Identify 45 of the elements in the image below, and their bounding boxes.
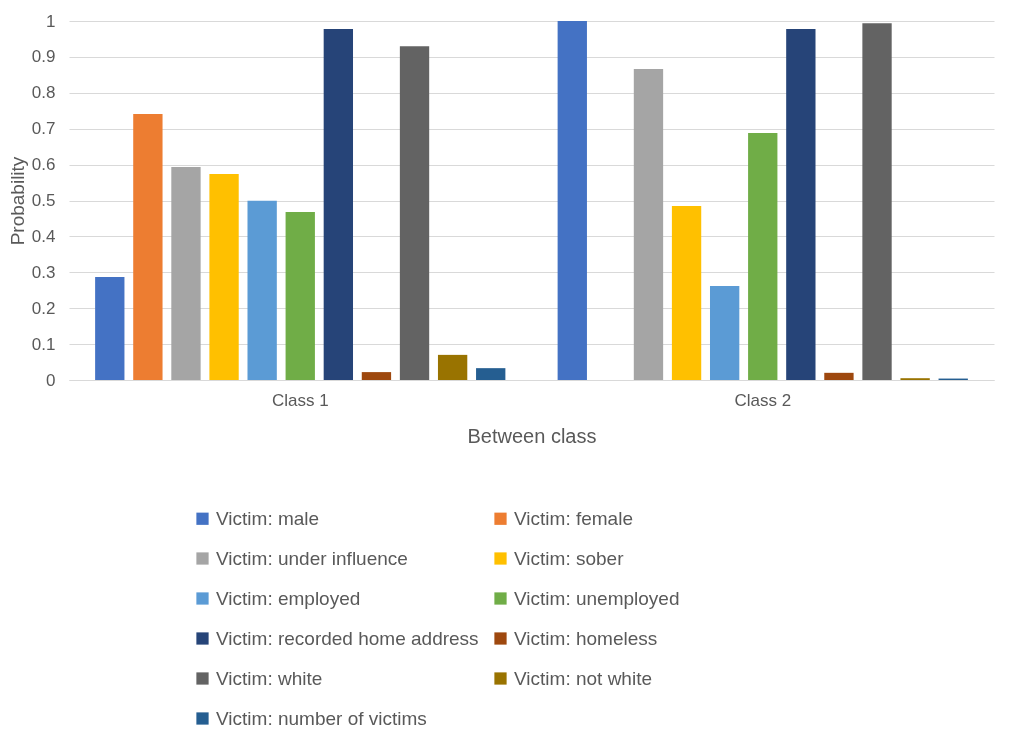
- legend-label: Victim: recorded home address: [216, 627, 479, 649]
- y-tick-label: 0.2: [31, 298, 56, 318]
- y-tick-label: 0.5: [31, 191, 56, 210]
- legend-label: Victim: female: [514, 507, 633, 529]
- y-tick-label: 0.9: [31, 47, 56, 67]
- bar: [476, 368, 506, 380]
- legend-label: Victim: under influence: [216, 547, 408, 569]
- y-axis-title: Probability: [6, 156, 28, 246]
- bar: [323, 28, 354, 380]
- bar: [171, 167, 201, 380]
- bar: [671, 205, 702, 380]
- bar: [247, 200, 277, 380]
- bar: [437, 354, 468, 380]
- bar: [633, 69, 664, 380]
- x-tick-label: Class 2: [734, 390, 792, 410]
- y-tick-label: 0.6: [31, 155, 56, 175]
- legend-label: Victim: male: [216, 507, 320, 529]
- bar: [824, 372, 854, 380]
- bar: [95, 276, 125, 380]
- bar: [285, 211, 315, 380]
- legend-label: Victim: number of victims: [216, 707, 427, 729]
- x-tick-label: Class 1: [271, 390, 329, 410]
- y-tick-label: 0.1: [31, 334, 56, 354]
- legend-label: Victim: white: [216, 667, 323, 689]
- bar: [786, 28, 816, 380]
- x-axis-title: Between class: [467, 424, 597, 447]
- y-tick-label: 0.8: [31, 83, 56, 103]
- legend-label: Victim: not white: [514, 667, 652, 689]
- bar: [361, 372, 392, 380]
- y-tick-label: 0.7: [31, 119, 56, 139]
- legend-label: Victim: unemployed: [514, 587, 680, 609]
- y-tick-label: 0: [46, 370, 56, 390]
- bar: [557, 21, 587, 380]
- legend-label: Victim: employed: [216, 587, 361, 609]
- bar: [399, 46, 430, 380]
- y-tick-label: 0.3: [31, 262, 56, 282]
- bar: [133, 113, 163, 380]
- bar: [209, 173, 239, 380]
- y-tick-label: 1: [46, 11, 56, 31]
- bar: [862, 23, 892, 380]
- legend-label: Victim: sober: [514, 547, 625, 569]
- legend-label: Victim: homeless: [514, 627, 658, 649]
- y-tick-label: 0.4: [31, 226, 56, 246]
- bar: [748, 133, 778, 380]
- bar: [709, 285, 740, 380]
